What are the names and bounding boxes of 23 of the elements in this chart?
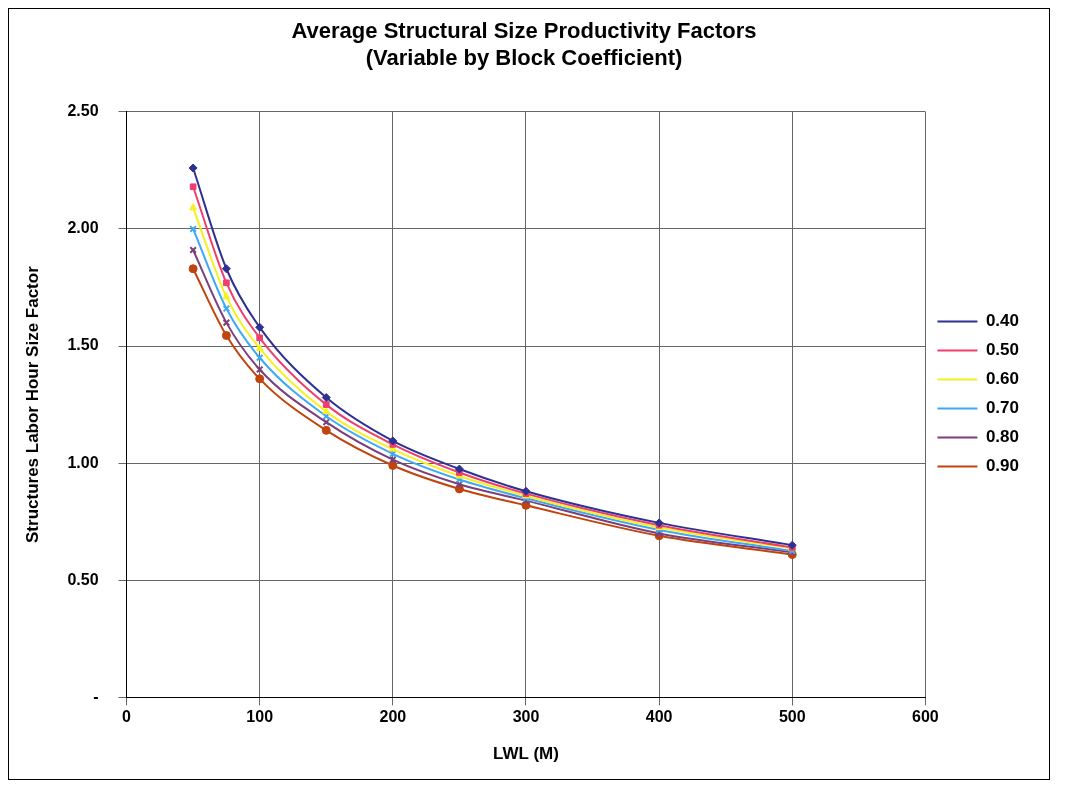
text: (Variable by Block Coefficient) [365, 44, 683, 70]
text: Average Structural Size Productivity Factors [291, 18, 757, 44]
x-tick-label: 300 [512, 708, 540, 726]
x-tick-label: 500 [778, 708, 806, 726]
x-axis-title: LWL (M) [493, 744, 559, 764]
y-axis-title: Structures Labor Hour Size Factor [22, 265, 42, 543]
legend-label: 0.80 [985, 427, 1020, 447]
y-tick-label: 1.00 [67, 453, 99, 471]
legend-label: 0.60 [985, 369, 1020, 389]
legend-label: 0.90 [985, 456, 1020, 476]
legend-label: 0.50 [985, 340, 1020, 360]
y-tick-label: - [93, 687, 99, 705]
x-tick-label: 0 [122, 708, 132, 726]
x-tick-label: 600 [912, 708, 939, 726]
legend-label: 0.40 [985, 311, 1020, 331]
y-tick-label: 2.50 [67, 102, 99, 120]
legend-label: 0.70 [985, 398, 1020, 418]
y-tick-label: 0.50 [67, 570, 99, 588]
y-tick-label: 2.00 [67, 219, 99, 237]
x-tick-label: 400 [645, 708, 673, 726]
y-tick-label: 1.50 [67, 336, 99, 354]
x-tick-label: 200 [379, 708, 407, 726]
x-tick-label: 100 [246, 708, 274, 726]
